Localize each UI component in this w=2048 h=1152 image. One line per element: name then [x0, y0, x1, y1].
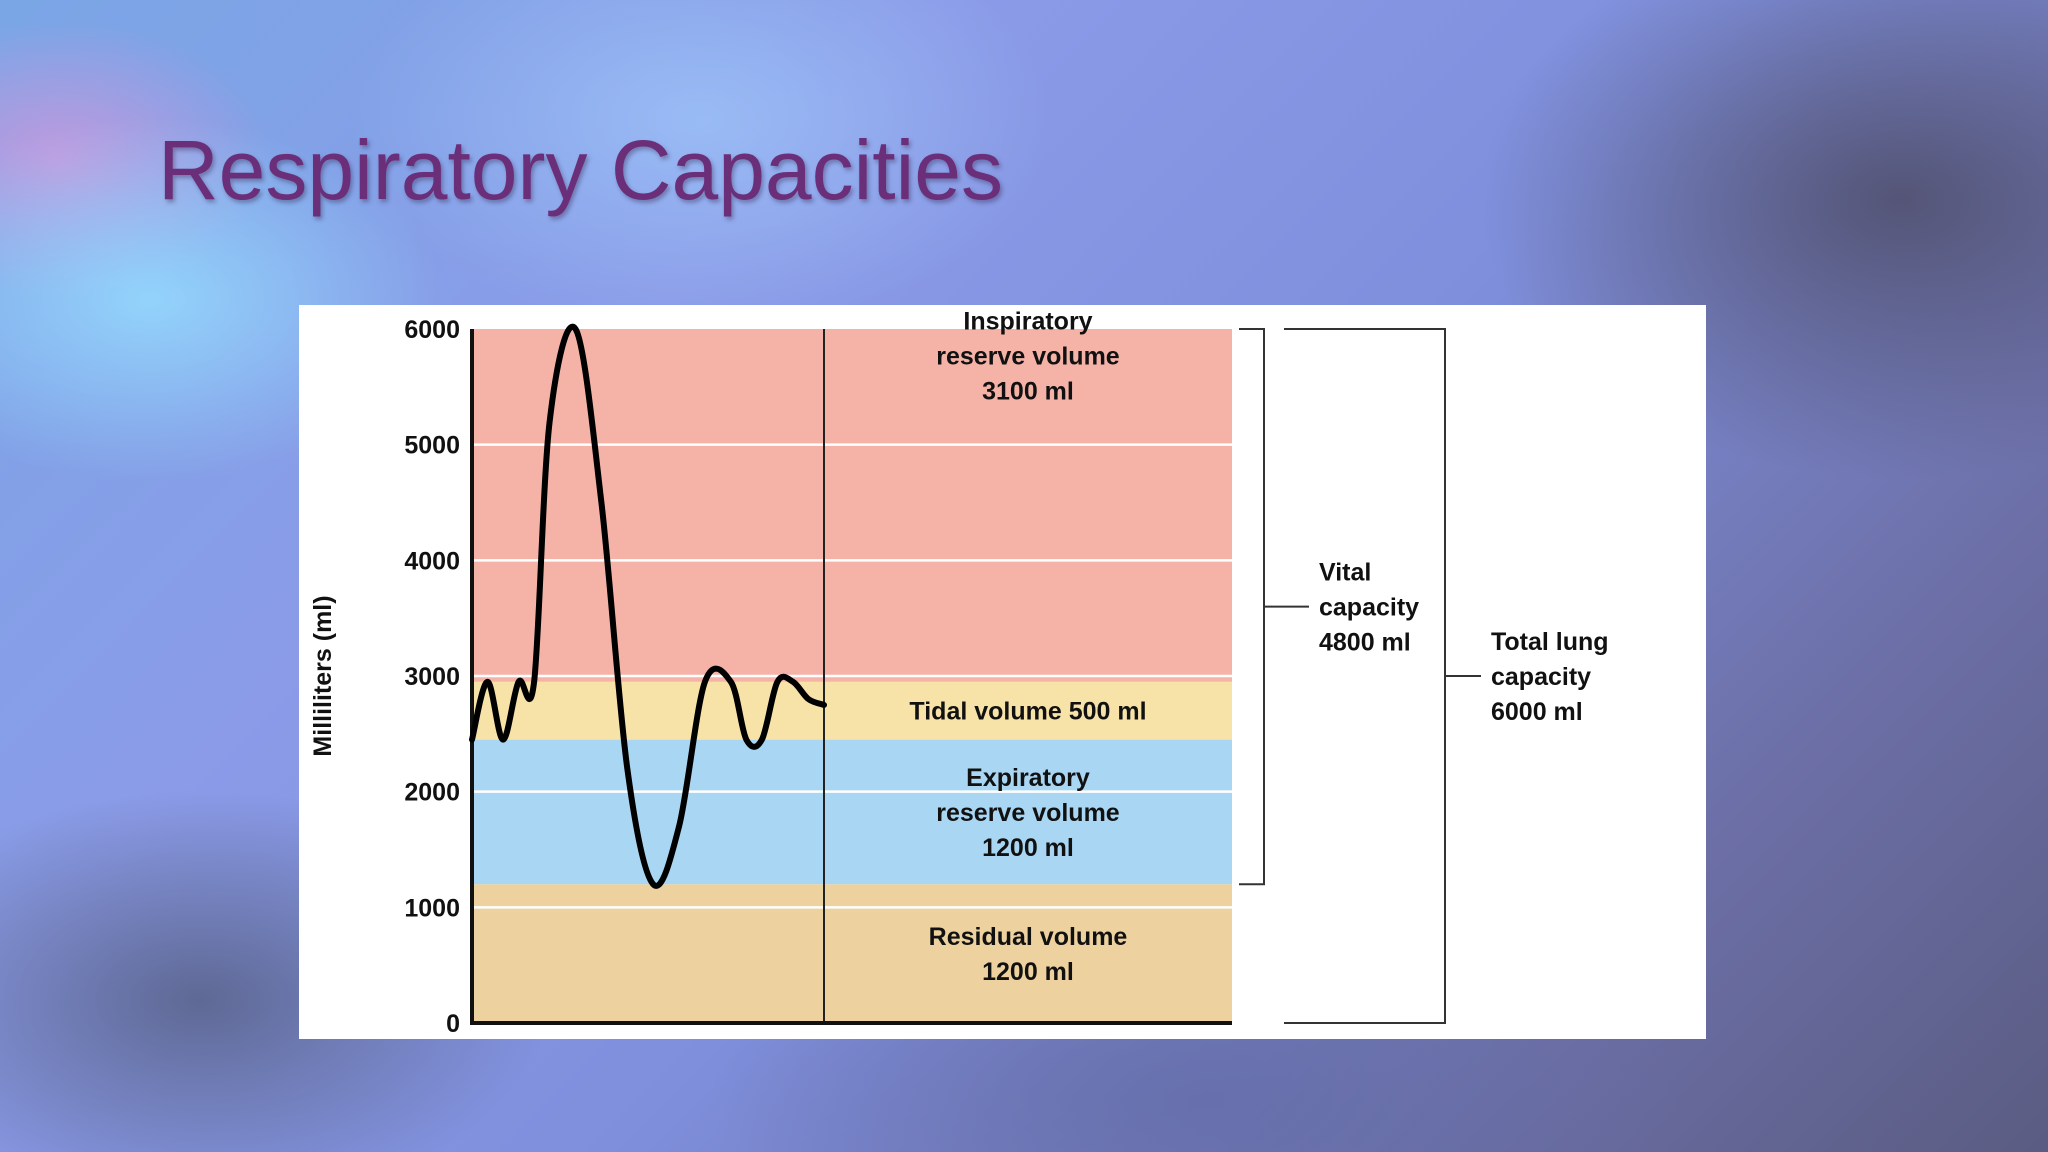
spirogram-chart: Residual volume 1200 ml Expiratory reserve … — [309, 307, 1609, 1038]
vital-capacity-label-line: 4800 ml — [1319, 629, 1411, 657]
total-capacity-label-line: 6000 ml — [1491, 698, 1583, 726]
y-tick-label: 3000 — [404, 663, 460, 691]
y-axis-title: Milliliters (ml) — [309, 595, 337, 756]
vital-capacity-label: Vital capacity 4800 ml — [1319, 559, 1419, 657]
total-bracket — [1284, 328, 1446, 1024]
y-tick-label: 5000 — [404, 432, 460, 460]
inspiratory_reserve-label: Inspiratory reserve volume 3100 ml — [936, 307, 1120, 405]
y-tick-label: 1000 — [404, 894, 460, 922]
expiratory_reserve-label-line: 1200 ml — [982, 834, 1074, 862]
residual-band — [472, 884, 1232, 1023]
vital-bracket — [1239, 328, 1265, 886]
residual-label-line: Residual volume — [929, 923, 1128, 951]
inspiratory_reserve-label-line: Inspiratory — [963, 307, 1092, 335]
vital-capacity-label-line: capacity — [1319, 594, 1419, 622]
y-tick-label: 0 — [446, 1010, 460, 1038]
expiratory_reserve-label: Expiratory reserve volume 1200 ml — [936, 764, 1120, 862]
tidal-label-line: Tidal volume 500 ml — [909, 698, 1146, 726]
slide-title: Respiratory Capacities — [158, 123, 1004, 217]
total-capacity-label: Total lung capacity 6000 ml — [1491, 628, 1609, 726]
total-capacity-label-line: capacity — [1491, 663, 1591, 691]
inspiratory_reserve-label-line: 3100 ml — [982, 377, 1074, 405]
total-capacity-label-line: Total lung — [1491, 628, 1609, 656]
expiratory_reserve-label-line: Expiratory — [966, 764, 1090, 792]
residual-label-line: 1200 ml — [982, 958, 1074, 986]
y-tick-label: 2000 — [404, 779, 460, 807]
expiratory_reserve-label-line: reserve volume — [936, 799, 1120, 827]
y-tick-label: 6000 — [404, 316, 460, 344]
inspiratory_reserve-label-line: reserve volume — [936, 342, 1120, 370]
vital-capacity-label-line: Vital — [1319, 559, 1371, 587]
inspiratory_reserve-band — [472, 329, 1232, 682]
spirogram-trace — [469, 323, 827, 889]
y-tick-label: 4000 — [404, 547, 460, 575]
tidal-band — [472, 681, 1232, 740]
expiratory_reserve-band — [472, 739, 1232, 885]
tidal-label: Tidal volume 500 ml — [909, 698, 1146, 726]
chart-panel: Residual volume 1200 ml Expiratory reserve … — [299, 305, 1706, 1039]
residual-label: Residual volume 1200 ml — [929, 923, 1128, 986]
